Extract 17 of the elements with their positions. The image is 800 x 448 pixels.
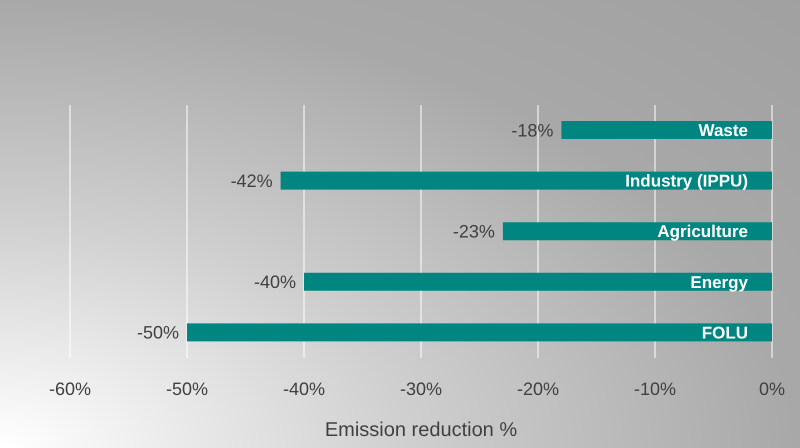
y-tick-label: Agriculture	[657, 222, 748, 242]
data-label: -42%	[230, 170, 273, 191]
x-tick-label: -40%	[282, 378, 326, 399]
x-tick-label: -20%	[516, 378, 560, 399]
x-tick-label: -10%	[634, 378, 676, 399]
y-tick-label: Waste	[698, 120, 748, 140]
data-label: -40%	[254, 272, 296, 292]
data-label: -50%	[136, 322, 179, 343]
y-tick-label: FOLU	[702, 323, 748, 342]
x-tick-label: -50%	[166, 378, 208, 399]
x-tick-label: -60%	[48, 378, 92, 399]
x-tick-label: -30%	[400, 378, 442, 399]
y-tick-label: Industry (IPPU)	[625, 172, 748, 191]
data-label: -23%	[452, 222, 495, 242]
x-axis-title: Emission reduction %	[324, 419, 518, 441]
x-tick-label: 0%	[758, 378, 786, 399]
y-tick-label: Energy	[690, 272, 749, 292]
